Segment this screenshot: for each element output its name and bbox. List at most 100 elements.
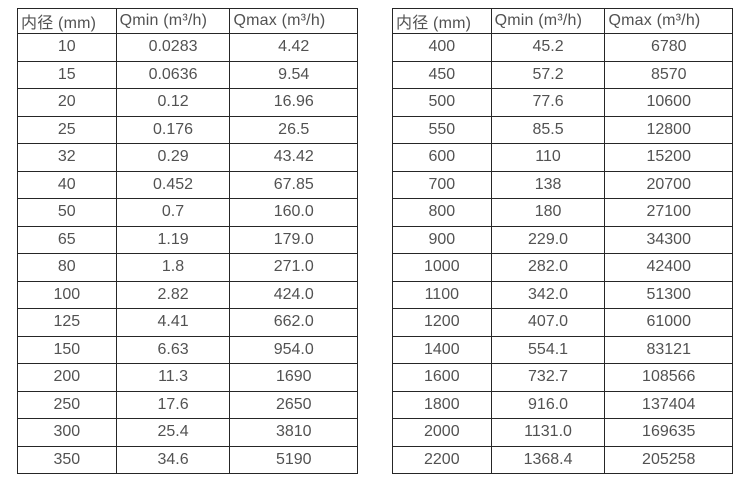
table-row: 700 138 20700 <box>392 170 733 199</box>
table-cell: 2650 <box>229 390 358 419</box>
table-cell: 160.0 <box>229 198 358 227</box>
table-cell: 229.0 <box>490 225 606 254</box>
table-cell: 51300 <box>604 280 733 309</box>
table-cell: 550 <box>392 115 492 144</box>
table-row: 125 4.41 662.0 <box>17 308 358 337</box>
table-cell: 900 <box>392 225 492 254</box>
table-cell: 10 <box>17 33 117 62</box>
table-cell: 0.452 <box>115 170 231 199</box>
table-cell: 67.85 <box>229 170 358 199</box>
table-row: 150 6.63 954.0 <box>17 335 358 364</box>
table-cell: 954.0 <box>229 335 358 364</box>
table-cell: 137404 <box>604 390 733 419</box>
table-cell: 407.0 <box>490 308 606 337</box>
table-row: 1800 916.0 137404 <box>392 390 733 419</box>
table-cell: 424.0 <box>229 280 358 309</box>
table-row: 300 25.4 3810 <box>17 418 358 447</box>
table-cell: 16.96 <box>229 88 358 117</box>
table-cell: 342.0 <box>490 280 606 309</box>
table-cell: 65 <box>17 225 117 254</box>
column-header: Qmax (m³/h) <box>229 8 358 34</box>
table-cell: 3810 <box>229 418 358 447</box>
table-cell: 179.0 <box>229 225 358 254</box>
table-cell: 271.0 <box>229 253 358 282</box>
table-cell: 6.63 <box>115 335 231 364</box>
table-cell: 282.0 <box>490 253 606 282</box>
table-cell: 916.0 <box>490 390 606 419</box>
table-cell: 1200 <box>392 308 492 337</box>
table-row: 40 0.452 67.85 <box>17 170 358 199</box>
column-header: 内径 (mm) <box>17 8 117 34</box>
table-cell: 125 <box>17 308 117 337</box>
table-row: 2200 1368.4 205258 <box>392 445 733 474</box>
table-cell: 150 <box>17 335 117 364</box>
table-cell: 4.42 <box>229 33 358 62</box>
table-cell: 45.2 <box>490 33 606 62</box>
table-cell: 800 <box>392 198 492 227</box>
table-cell: 34.6 <box>115 445 231 474</box>
table-cell: 15 <box>17 60 117 89</box>
table-cell: 40 <box>17 170 117 199</box>
table-cell: 1131.0 <box>490 418 606 447</box>
table-cell: 300 <box>17 418 117 447</box>
flow-table-right: 内径 (mm) Qmin (m³/h) Qmax (m³/h) 400 45.2 6780… <box>392 8 733 474</box>
table-cell: 180 <box>490 198 606 227</box>
column-header: 内径 (mm) <box>392 8 492 34</box>
table-cell: 17.6 <box>115 390 231 419</box>
table-cell: 1100 <box>392 280 492 309</box>
table-cell: 250 <box>17 390 117 419</box>
table-row: 550 85.5 12800 <box>392 115 733 144</box>
header-row: 内径 (mm) Qmin (m³/h) Qmax (m³/h) <box>17 8 358 34</box>
table-cell: 8570 <box>604 60 733 89</box>
table-cell: 20700 <box>604 170 733 199</box>
table-cell: 50 <box>17 198 117 227</box>
table-cell: 1.8 <box>115 253 231 282</box>
table-row: 1400 554.1 83121 <box>392 335 733 364</box>
table-cell: 450 <box>392 60 492 89</box>
column-header: Qmax (m³/h) <box>604 8 733 34</box>
table-cell: 108566 <box>604 363 733 392</box>
table-cell: 77.6 <box>490 88 606 117</box>
table-cell: 100 <box>17 280 117 309</box>
table-row: 250 17.6 2650 <box>17 390 358 419</box>
table-row: 350 34.6 5190 <box>17 445 358 474</box>
table-row: 10 0.0283 4.42 <box>17 33 358 62</box>
table-cell: 2.82 <box>115 280 231 309</box>
table-cell: 6780 <box>604 33 733 62</box>
table-cell: 25 <box>17 115 117 144</box>
table-cell: 32 <box>17 143 117 172</box>
table-cell: 10600 <box>604 88 733 117</box>
flow-table-left: 内径 (mm) Qmin (m³/h) Qmax (m³/h) 10 0.0283 4.4… <box>17 8 358 474</box>
table-row: 600 110 15200 <box>392 143 733 172</box>
table-cell: 700 <box>392 170 492 199</box>
table-cell: 27100 <box>604 198 733 227</box>
table-row: 1000 282.0 42400 <box>392 253 733 282</box>
table-row: 800 180 27100 <box>392 198 733 227</box>
table-row: 1600 732.7 108566 <box>392 363 733 392</box>
table-row: 15 0.0636 9.54 <box>17 60 358 89</box>
table-cell: 500 <box>392 88 492 117</box>
table-row: 20 0.12 16.96 <box>17 88 358 117</box>
table-row: 80 1.8 271.0 <box>17 253 358 282</box>
table-cell: 0.7 <box>115 198 231 227</box>
table-cell: 34300 <box>604 225 733 254</box>
table-cell: 0.176 <box>115 115 231 144</box>
table-cell: 42400 <box>604 253 733 282</box>
table-cell: 2000 <box>392 418 492 447</box>
table-cell: 1368.4 <box>490 445 606 474</box>
table-cell: 400 <box>392 33 492 62</box>
table-cell: 26.5 <box>229 115 358 144</box>
table-cell: 43.42 <box>229 143 358 172</box>
column-header: Qmin (m³/h) <box>115 8 231 34</box>
table-cell: 600 <box>392 143 492 172</box>
table-cell: 110 <box>490 143 606 172</box>
table-row: 450 57.2 8570 <box>392 60 733 89</box>
table-cell: 350 <box>17 445 117 474</box>
table-cell: 1400 <box>392 335 492 364</box>
table-cell: 0.0636 <box>115 60 231 89</box>
table-row: 1100 342.0 51300 <box>392 280 733 309</box>
table-row: 900 229.0 34300 <box>392 225 733 254</box>
table-cell: 20 <box>17 88 117 117</box>
table-row: 50 0.7 160.0 <box>17 198 358 227</box>
